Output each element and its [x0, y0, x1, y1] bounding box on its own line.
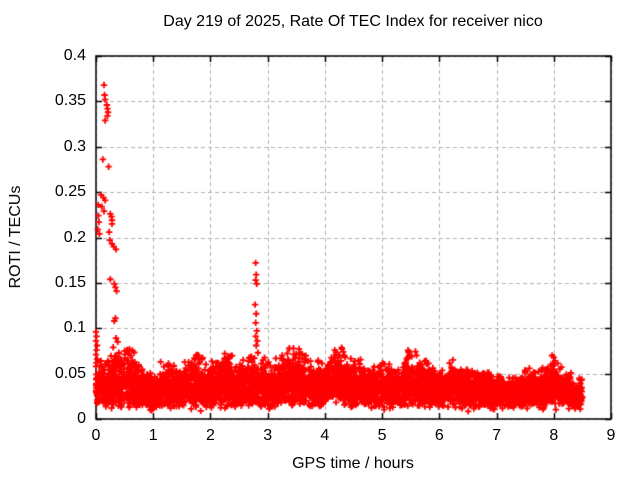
y-tick-label: 0.05 [54, 364, 86, 382]
y-tick-label: 0.2 [63, 228, 86, 246]
y-tick-label: 0 [77, 410, 86, 427]
x-tick-label: 7 [492, 427, 501, 444]
y-tick-label: 0.1 [63, 319, 86, 337]
x-axis-label: GPS time / hours [292, 455, 414, 472]
y-tick-label: 0.3 [63, 137, 86, 155]
x-tick-label: 8 [549, 427, 559, 444]
x-tick-label: 5 [377, 427, 387, 444]
y-tick-label: 0.4 [63, 47, 86, 64]
y-tick-label: 0.15 [54, 273, 86, 291]
x-tick-label: 9 [606, 427, 616, 444]
x-tick-label: 2 [205, 427, 215, 444]
chart-title: Day 219 of 2025, Rate Of TEC Index for r… [163, 13, 543, 30]
y-tick-label: 0.35 [54, 92, 86, 110]
x-tick-label: 3 [263, 427, 273, 444]
x-tick-label: 4 [320, 427, 330, 444]
y-tick-label: 0.25 [54, 183, 86, 201]
x-tick-label: 1 [148, 427, 158, 444]
x-tick-label: 6 [434, 427, 444, 444]
x-tick-label: 0 [91, 427, 101, 444]
